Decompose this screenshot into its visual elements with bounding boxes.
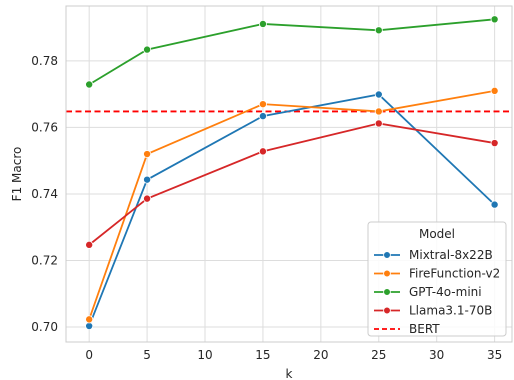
series-lines	[85, 15, 499, 331]
legend-entry-label: Mixtral-8x22B	[409, 248, 493, 262]
data-point	[258, 19, 267, 28]
y-axis-label: F1 Macro	[10, 147, 24, 202]
x-tick-label: 30	[429, 348, 444, 362]
x-tick-label: 0	[85, 348, 93, 362]
data-point	[85, 315, 94, 324]
x-axis-label: k	[286, 367, 293, 380]
data-point	[85, 80, 94, 89]
y-tick-label: 0.76	[31, 120, 58, 134]
data-point	[143, 175, 152, 184]
data-point	[490, 86, 499, 95]
data-point	[374, 26, 383, 35]
y-tick-label: 0.78	[31, 54, 58, 68]
legend-title: Model	[419, 227, 455, 241]
data-point	[143, 45, 152, 54]
x-tick-label: 15	[255, 348, 270, 362]
y-tick-label: 0.74	[31, 187, 58, 201]
x-tick-label: 10	[197, 348, 212, 362]
data-point	[374, 107, 383, 116]
data-point	[490, 200, 499, 209]
y-tick-label: 0.72	[31, 253, 58, 267]
legend-marker	[383, 251, 391, 259]
y-tick-label: 0.70	[31, 320, 58, 334]
data-point	[143, 194, 152, 203]
axis-ticks: 0 5 10 15 20 25 30 35 0.70 0.72 0.74 0.76 0.78	[31, 54, 502, 362]
legend-entry-label: Llama3.1-70B	[409, 304, 492, 318]
legend-entry-label: BERT	[409, 322, 440, 336]
legend-marker	[383, 288, 391, 296]
x-tick-label: 20	[313, 348, 328, 362]
data-point	[85, 322, 94, 331]
data-point	[490, 15, 499, 24]
plot-frame	[65, 5, 513, 343]
legend-entry-label: GPT-4o-mini	[409, 285, 482, 299]
data-point	[85, 240, 94, 249]
legend-marker	[383, 306, 391, 315]
data-point	[143, 150, 152, 159]
data-point	[490, 139, 499, 148]
data-point	[374, 90, 383, 99]
data-point	[374, 119, 383, 128]
data-point	[258, 112, 267, 121]
data-point	[258, 147, 267, 156]
legend: Model Mixtral-8x22B FireFunction-v2 GPT-4o…	[367, 221, 507, 337]
x-tick-label: 35	[487, 348, 502, 362]
x-tick-label: 25	[371, 348, 386, 362]
legend-marker	[383, 269, 391, 278]
legend-entry-label: FireFunction-v2	[409, 267, 500, 281]
data-point	[258, 100, 267, 109]
x-tick-label: 5	[143, 348, 151, 362]
legend-box	[367, 221, 507, 337]
